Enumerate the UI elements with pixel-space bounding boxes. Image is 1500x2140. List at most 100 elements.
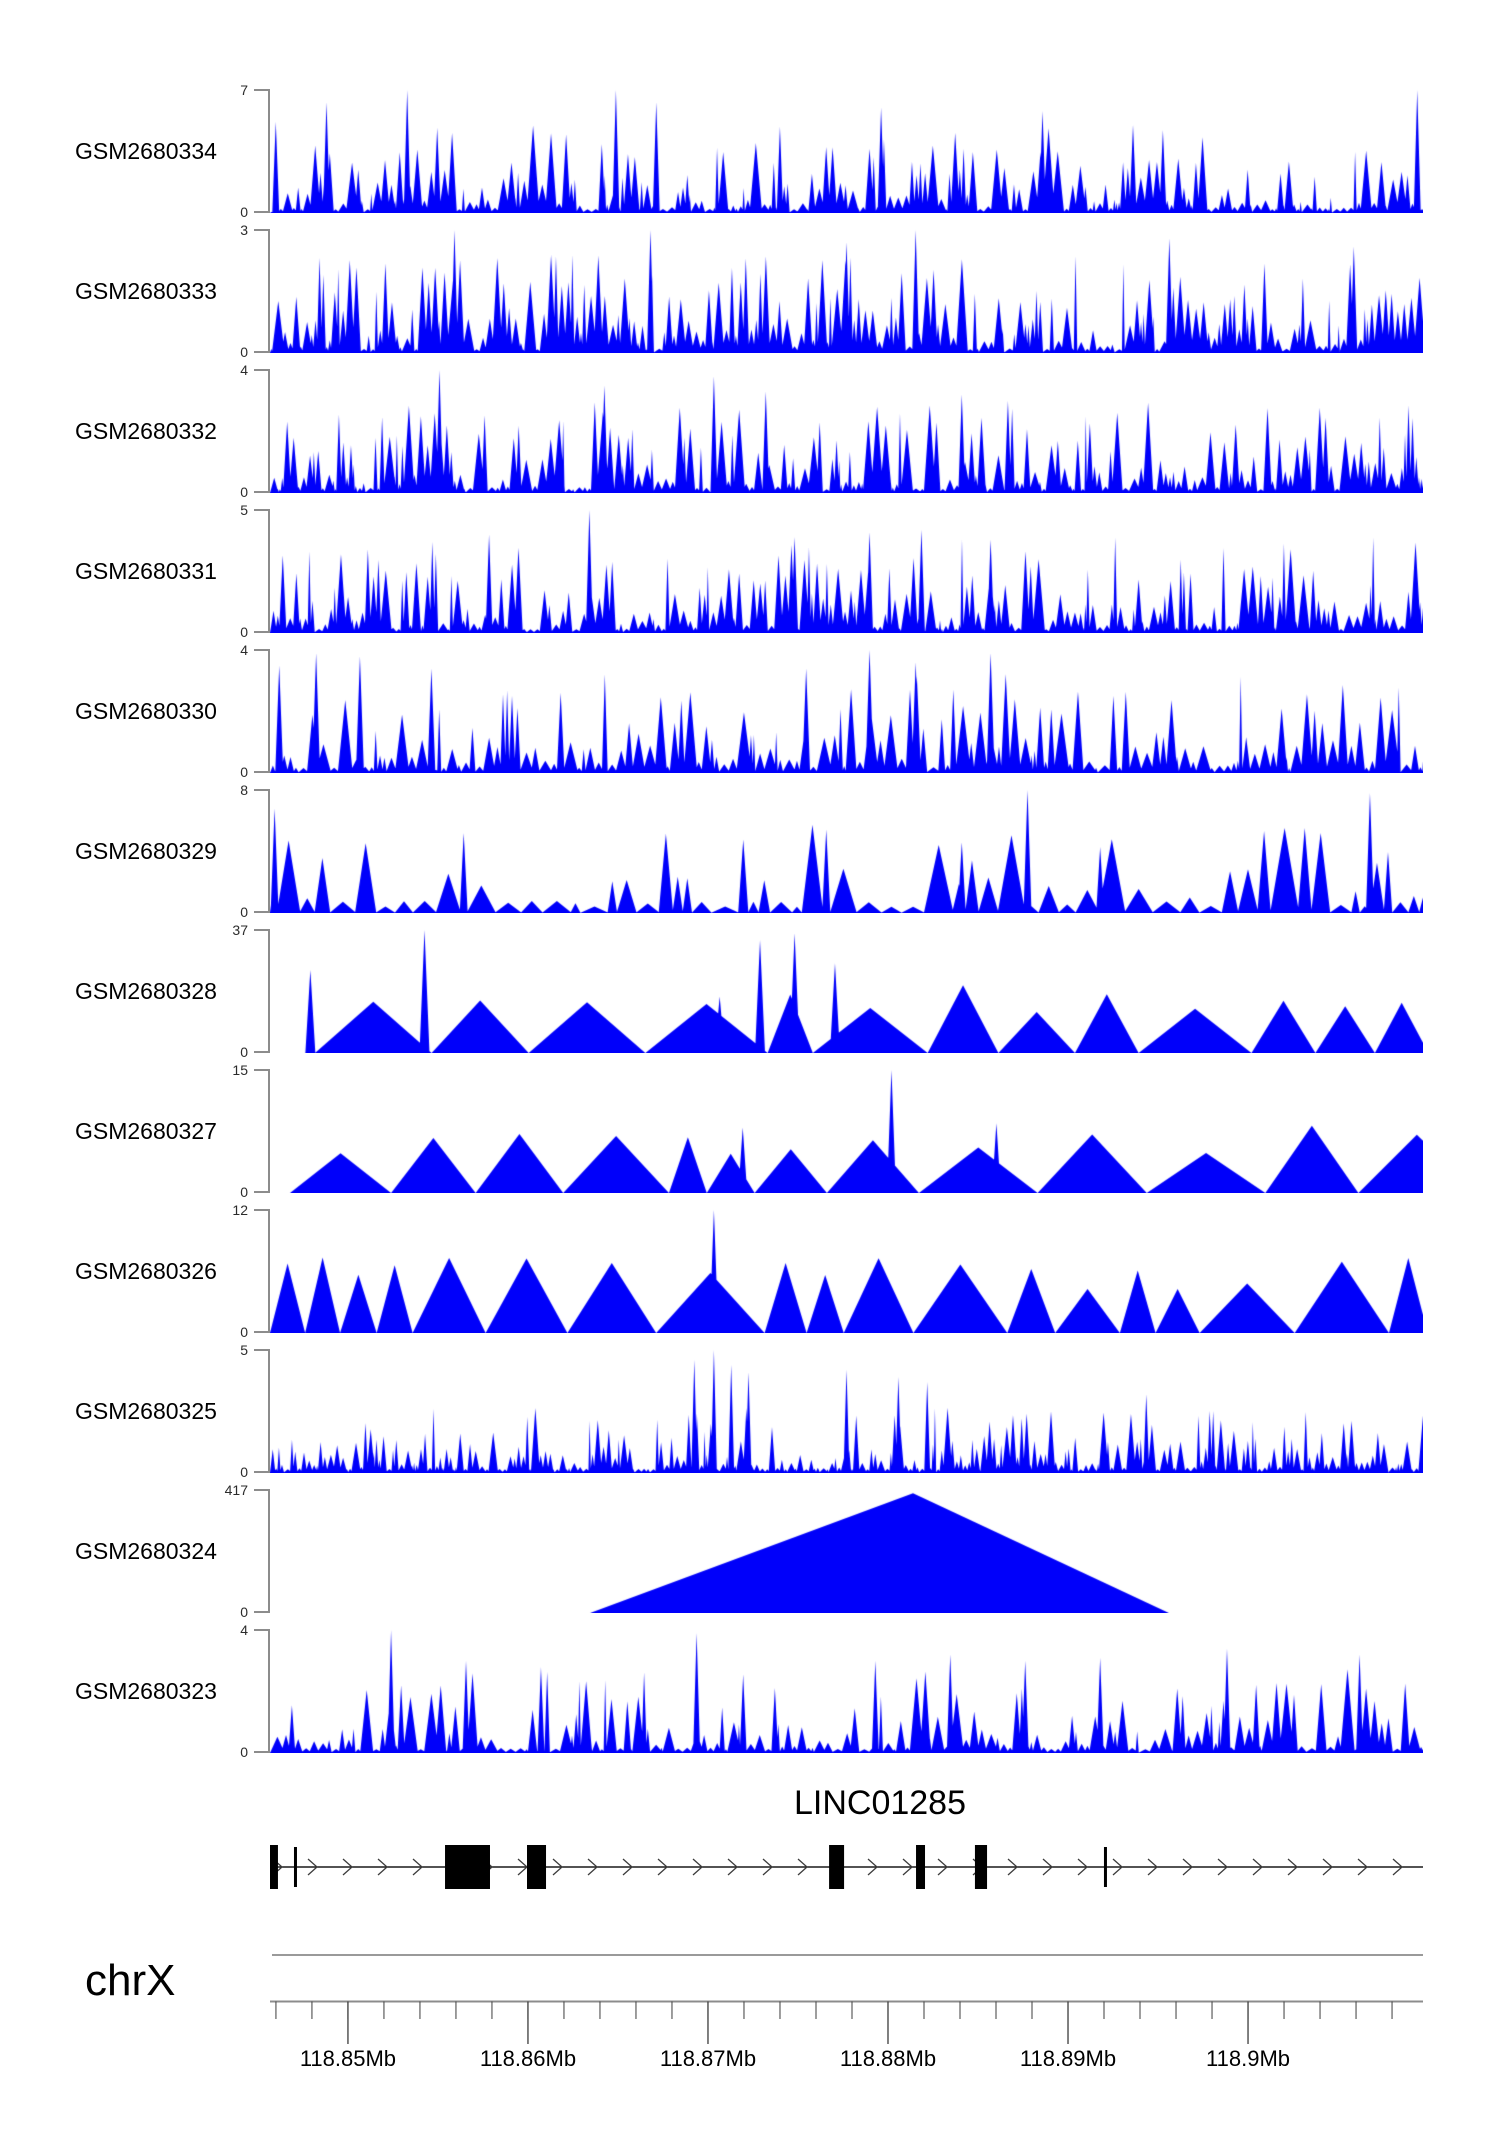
strand-arrow-icon <box>1147 1858 1158 1876</box>
sample-label: GSM2680325 <box>75 1397 217 1424</box>
strand-arrow-icon <box>307 1858 318 1876</box>
ruler-tick-label: 118.88Mb <box>839 2046 937 2071</box>
y-axis-bracket: 3 0 <box>240 222 270 360</box>
strand-arrow-icon <box>412 1858 423 1876</box>
coverage-profile <box>270 89 1423 213</box>
gene-exon <box>445 1845 490 1889</box>
y-axis-max-label: 3 <box>240 222 248 238</box>
strand-arrow-icon <box>902 1858 913 1876</box>
y-axis-bracket: 7 0 <box>240 82 270 220</box>
gene-name-label: LINC01285 <box>793 1784 967 1822</box>
coverage-profile <box>270 369 1423 493</box>
y-axis-max-label: 15 <box>232 1062 248 1078</box>
y-axis-max-label: 7 <box>240 82 248 98</box>
sample-label: GSM2680327 <box>75 1117 217 1144</box>
gene-exon <box>270 1845 278 1889</box>
y-axis-bracket: 5 0 <box>240 502 270 640</box>
gene-exon <box>829 1845 845 1889</box>
y-axis-max-label: 5 <box>240 1342 248 1358</box>
sample-label: GSM2680333 <box>75 277 217 304</box>
strand-arrow-icon <box>762 1858 773 1876</box>
strand-arrow-icon <box>1182 1858 1193 1876</box>
sample-label: GSM2680326 <box>75 1257 217 1284</box>
sample-label: GSM2680324 <box>75 1537 217 1564</box>
y-axis-bracket: 15 0 <box>232 1062 270 1200</box>
gene-exon <box>527 1845 547 1889</box>
strand-arrow-icon <box>1007 1858 1018 1876</box>
sample-label: GSM2680331 <box>75 557 217 584</box>
ruler-tick-label: 118.9Mb <box>1206 2046 1291 2071</box>
sample-label: GSM2680328 <box>75 977 217 1004</box>
ruler-tick-label: 118.85Mb <box>299 2046 397 2071</box>
y-axis-zero-label: 0 <box>240 1324 248 1340</box>
strand-arrow-icon <box>1077 1858 1088 1876</box>
strand-arrow-icon <box>1217 1858 1228 1876</box>
strand-arrow-icon <box>377 1858 388 1876</box>
y-axis-zero-label: 0 <box>240 344 248 360</box>
coverage-profile <box>270 1209 1423 1333</box>
coverage-profile <box>270 1349 1423 1473</box>
y-axis-max-label: 5 <box>240 502 248 518</box>
y-axis-bracket: 417 0 <box>225 1482 270 1620</box>
y-axis-zero-label: 0 <box>240 1604 248 1620</box>
coverage-profile <box>270 1489 1423 1613</box>
strand-arrow-icon <box>1322 1858 1333 1876</box>
y-axis-max-label: 4 <box>240 362 248 378</box>
y-axis-bracket: 4 0 <box>240 362 270 500</box>
strand-arrow-icon <box>1287 1858 1298 1876</box>
strand-arrow-icon <box>657 1858 668 1876</box>
y-axis-zero-label: 0 <box>240 1744 248 1760</box>
strand-arrow-icon <box>622 1858 633 1876</box>
y-axis-bracket: 8 0 <box>240 782 270 920</box>
chromosome-label: chrX <box>85 1956 176 2005</box>
gene-exon <box>974 1845 988 1889</box>
strand-arrow-icon <box>937 1858 948 1876</box>
coverage-profile <box>270 1629 1423 1753</box>
coverage-profile <box>270 789 1423 913</box>
strand-arrow-icon <box>867 1858 878 1876</box>
y-axis-bracket: 12 0 <box>232 1202 270 1340</box>
strand-arrow-icon <box>797 1858 808 1876</box>
y-axis-max-label: 417 <box>224 1482 248 1498</box>
strand-arrow-icon <box>1357 1858 1368 1876</box>
coverage-profile <box>270 929 1423 1053</box>
strand-arrow-icon <box>517 1858 528 1876</box>
coverage-profile <box>270 649 1423 773</box>
sample-label: GSM2680329 <box>75 837 217 864</box>
strand-arrow-icon <box>692 1858 703 1876</box>
sample-label: GSM2680330 <box>75 697 217 724</box>
y-axis-bracket: 4 0 <box>240 1622 270 1760</box>
coverage-profile <box>270 1069 1423 1193</box>
y-axis-max-label: 4 <box>240 1622 248 1638</box>
y-axis-max-label: 37 <box>232 922 248 938</box>
strand-arrow-icon <box>1392 1858 1403 1876</box>
y-axis-zero-label: 0 <box>240 1044 248 1060</box>
chromosome-line <box>272 1954 1423 1956</box>
y-axis-zero-label: 0 <box>240 624 248 640</box>
y-axis-bracket: 37 0 <box>232 922 270 1060</box>
gene-exon <box>916 1845 926 1889</box>
y-axis-zero-label: 0 <box>240 764 248 780</box>
y-axis-max-label: 12 <box>232 1202 248 1218</box>
coverage-profile <box>270 509 1423 633</box>
y-axis-zero-label: 0 <box>240 204 248 220</box>
strand-arrow-icon <box>342 1858 353 1876</box>
ruler-tick-label: 118.86Mb <box>479 2046 577 2071</box>
sample-label: GSM2680334 <box>75 137 217 164</box>
y-axis-max-label: 4 <box>240 642 248 658</box>
ruler-tick-label: 118.87Mb <box>659 2046 757 2071</box>
strand-arrow-icon <box>552 1858 563 1876</box>
gene-exon-mark <box>1103 1847 1107 1887</box>
gene-exon-mark <box>293 1847 297 1887</box>
coordinate-ruler <box>270 2000 1423 2044</box>
strand-arrow-icon <box>727 1858 738 1876</box>
sample-label: GSM2680332 <box>75 417 217 444</box>
sample-label: GSM2680323 <box>75 1677 217 1704</box>
y-axis-zero-label: 0 <box>240 1464 248 1480</box>
y-axis-bracket: 5 0 <box>240 1342 270 1480</box>
y-axis-zero-label: 0 <box>240 904 248 920</box>
coverage-profile <box>270 229 1423 353</box>
ruler-tick-label: 118.89Mb <box>1019 2046 1117 2071</box>
y-axis-zero-label: 0 <box>240 484 248 500</box>
